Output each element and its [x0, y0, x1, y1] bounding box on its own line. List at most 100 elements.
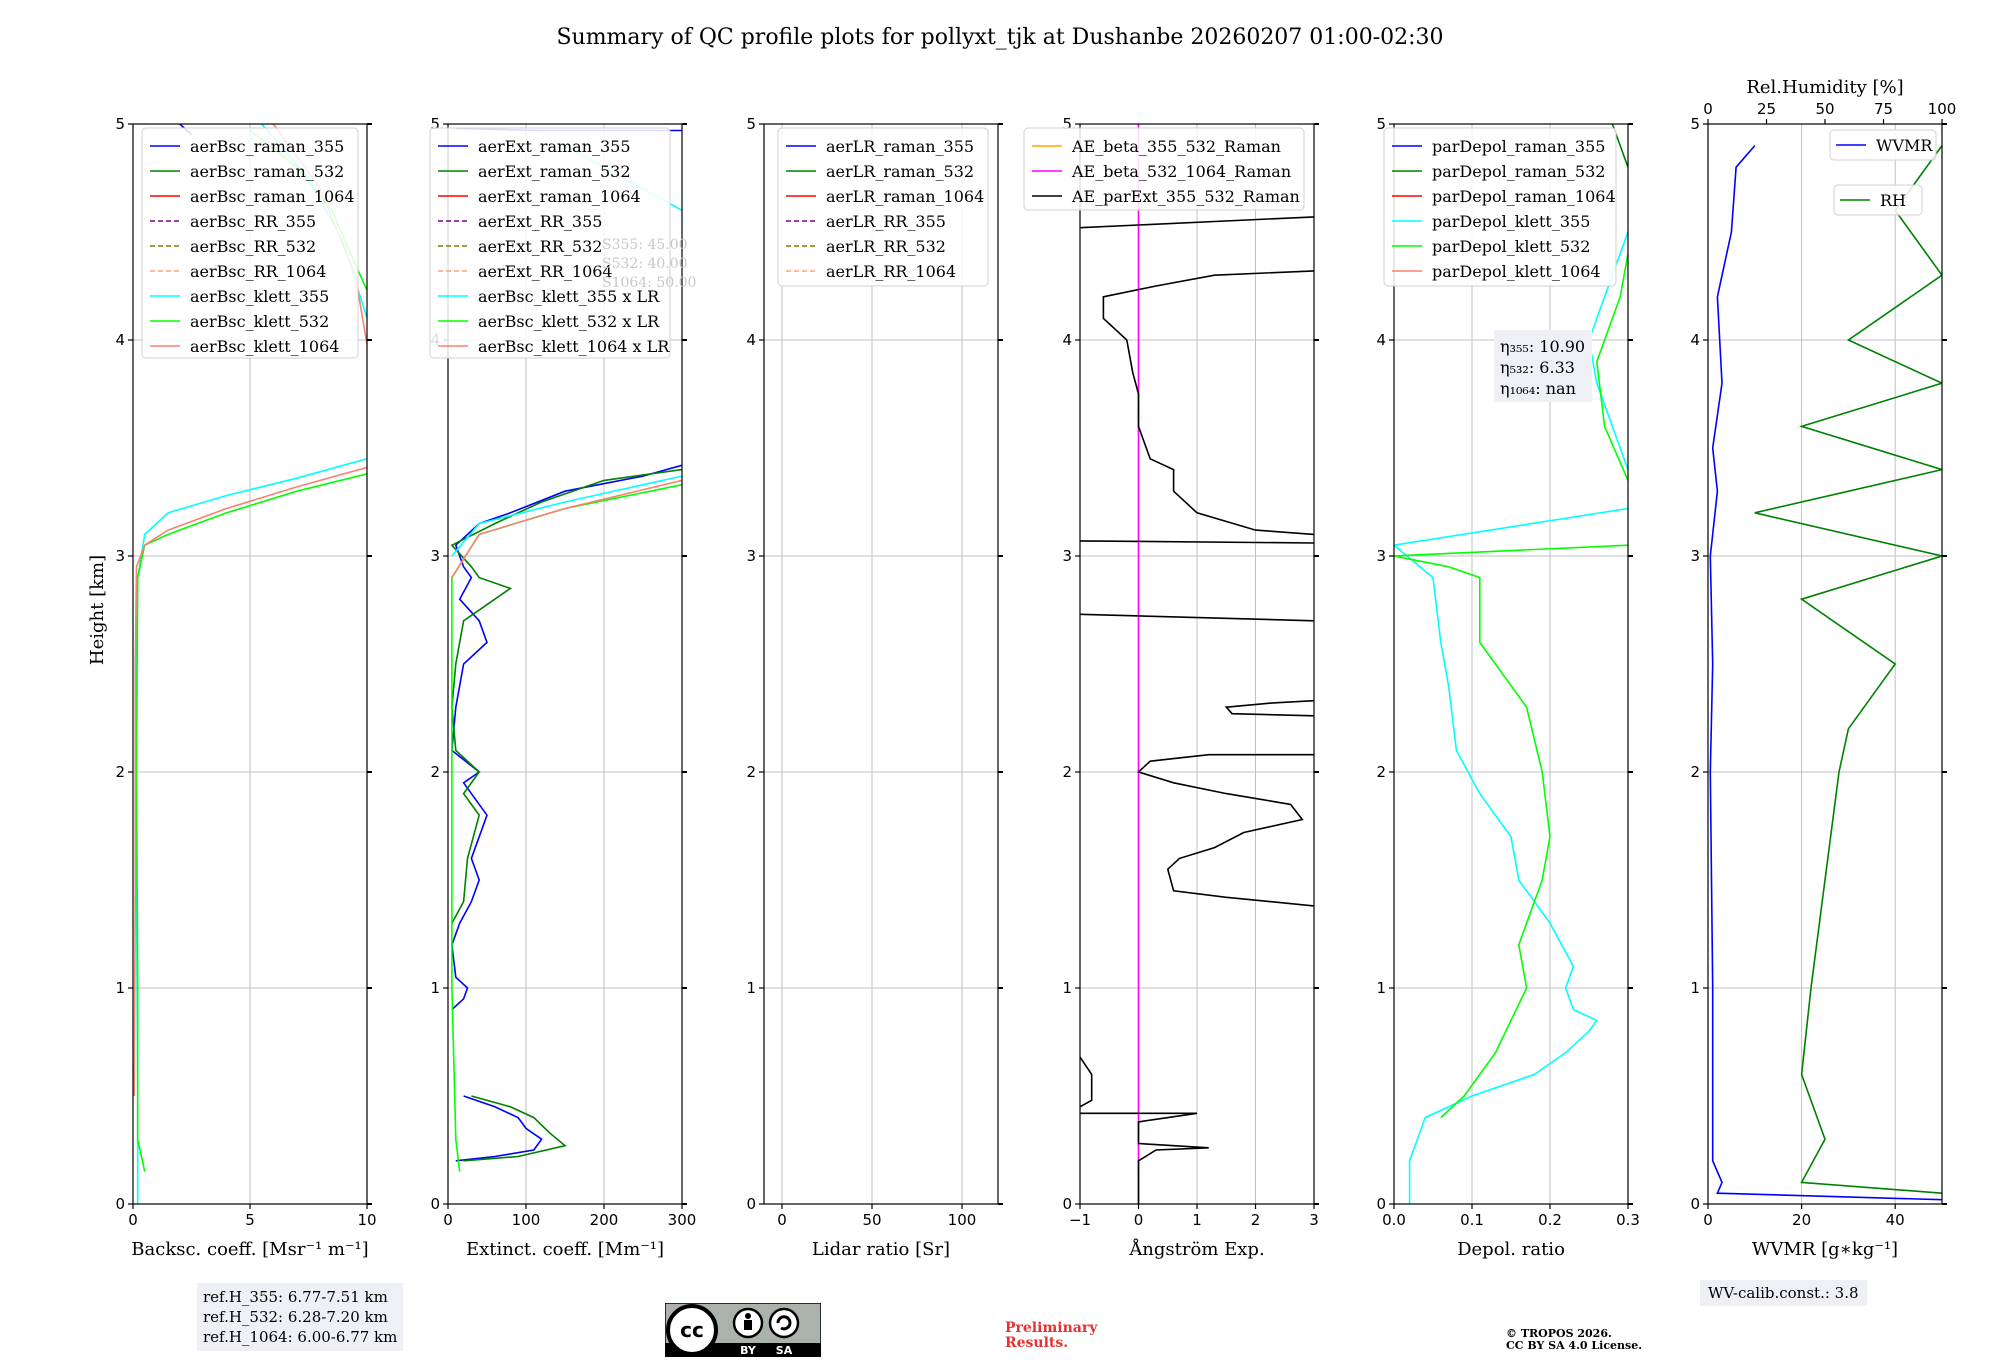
series-line-aerext-raman-532-mid	[450, 468, 682, 924]
series-line-ae-parext-355-532-raman-top	[1080, 216, 1314, 229]
y-tick-label: 3	[1376, 547, 1386, 565]
series-line-aerbsc-klett-1064	[133, 466, 367, 1097]
y-tick-label: 0	[1376, 1195, 1386, 1213]
series-line-aerbsc-klett-1064-x-lr	[451, 479, 682, 579]
legend-entry: aerLR_raman_1064	[826, 187, 984, 206]
x-axis-label: Extinct. coeff. [Mm⁻¹]	[466, 1239, 664, 1260]
lidar-ratio-annotation: S532: 40.00	[602, 256, 688, 272]
x-axis-label: Lidar ratio [Sr]	[812, 1239, 950, 1260]
legend-entry: aerBsc_klett_1064 x LR	[478, 337, 670, 356]
series-line-ae-parext-355-532-raman-mid2	[1224, 699, 1314, 717]
series-line-aerbsc-klett-355-x-lr	[451, 475, 682, 557]
legend-entry: aerExt_raman_532	[478, 162, 631, 181]
eta-value: η₃₅₅: 10.90	[1500, 337, 1585, 356]
x-tick-label: 0	[1703, 1211, 1713, 1229]
legend: aerLR_raman_355 aerLR_raman_532 aerLR_rama…	[777, 127, 989, 287]
x2-tick-label: 75	[1874, 100, 1893, 118]
legend-entry: aerBsc_klett_355	[190, 287, 329, 306]
x2-tick-label: 100	[1928, 100, 1957, 118]
legend-box	[1829, 129, 1937, 161]
legend-box-rh	[1833, 184, 1923, 216]
ref-height-532: ref.H_532: 6.28-7.20 km	[203, 1308, 388, 1326]
legend-entry: aerBsc_RR_1064	[190, 262, 326, 281]
series-line-rh	[1754, 145, 1942, 1194]
y-tick-label: 5	[1376, 115, 1386, 133]
reference-height-box: ref.H_355: 6.77-7.51 km ref.H_532: 6.28-…	[197, 1283, 404, 1351]
x-axis-label: Depol. ratio	[1457, 1239, 1565, 1260]
series-line-wvmr	[1709, 145, 1942, 1201]
legend-entry: aerLR_RR_532	[826, 237, 946, 256]
y-tick-label: 3	[1690, 547, 1700, 565]
series-line-ae-parext-355-532-raman-high	[1102, 270, 1314, 536]
legend-entry: aerBsc_klett_1064	[190, 337, 339, 356]
axes-frame	[1707, 123, 1943, 1205]
x2-tick-label: 25	[1757, 100, 1776, 118]
x-tick-label: 100	[512, 1211, 541, 1229]
x-tick-label: 0.0	[1382, 1211, 1406, 1229]
ref-height-1064: ref.H_1064: 6.00-6.77 km	[203, 1328, 398, 1346]
y-tick-label: 5	[1690, 115, 1700, 133]
y-tick-label: 0	[746, 1195, 756, 1213]
y-tick-label: 4	[746, 331, 756, 349]
series-line-pardepol-klett-532	[1394, 544, 1628, 1119]
series-line-pardepol-klett-532-top	[1595, 253, 1628, 481]
y-tick-label: 3	[1062, 547, 1072, 565]
legend-entry: AE_beta_355_532_Raman	[1071, 137, 1281, 156]
x2-axis-label: Rel.Humidity [%]	[1746, 77, 1903, 98]
x-tick-label: 20	[1792, 1211, 1811, 1229]
y-tick-label: 1	[430, 979, 440, 997]
x-tick-label: 0	[777, 1211, 787, 1229]
x-tick-label: 10	[357, 1211, 376, 1229]
legend-entry: aerBsc_klett_355 x LR	[478, 287, 660, 306]
legend-entry: parDepol_raman_355	[1432, 137, 1605, 156]
legend-box	[1383, 127, 1617, 287]
legend: parDepol_raman_355 parDepol_raman_532 parD…	[1383, 127, 1617, 287]
y-tick-label: 3	[430, 547, 440, 565]
y-tick-label: 0	[115, 1195, 125, 1213]
ref-height-355: ref.H_355: 6.77-7.51 km	[203, 1288, 388, 1306]
series-line-aerext-raman-355-mid	[451, 464, 682, 1011]
y-tick-label: 2	[115, 763, 125, 781]
y-tick-label: 2	[746, 763, 756, 781]
y-tick-label: 5	[746, 115, 756, 133]
legend-entry: aerBsc_RR_355	[190, 212, 316, 231]
preliminary-line-1: Preliminary	[1005, 1320, 1098, 1336]
axes-frame	[447, 123, 683, 1205]
legend-entry: aerExt_RR_532	[478, 237, 602, 256]
y-tick-label: 1	[115, 979, 125, 997]
legend-entry: parDepol_raman_532	[1432, 162, 1605, 181]
eta-value: η₁₀₆₄: nan	[1500, 379, 1576, 398]
y-tick-label: 4	[1376, 331, 1386, 349]
x-tick-label: 40	[1886, 1211, 1905, 1229]
y-tick-label: 3	[115, 547, 125, 565]
x-tick-label: 100	[948, 1211, 977, 1229]
x-tick-label: 0.1	[1460, 1211, 1484, 1229]
legend: WVMR RH	[1829, 129, 1937, 216]
legend-entry: aerBsc_raman_532	[190, 162, 344, 181]
x-tick-label: 300	[668, 1211, 697, 1229]
series-line-aerext-raman-532	[463, 1095, 567, 1162]
series-line-ae-parext-355-532-raman-mid	[1136, 753, 1314, 907]
y-tick-label: 2	[1690, 763, 1700, 781]
legend-entry: WVMR	[1876, 136, 1933, 155]
legend-entry: AE_parExt_355_532_Raman	[1071, 187, 1300, 206]
y-tick-label: 4	[1062, 331, 1072, 349]
series-line-ae-parext-355-532-raman-low	[1080, 1112, 1209, 1204]
legend-entry: aerBsc_klett_532 x LR	[478, 312, 660, 331]
y-tick-label: 5	[1062, 115, 1072, 133]
legend-entry: aerLR_raman_355	[826, 137, 974, 156]
x-tick-label: 50	[862, 1211, 881, 1229]
cc-icon-text: cc	[680, 1318, 704, 1342]
lidar-ratio-annotation: S1064: 50.00	[602, 275, 696, 291]
legend-entry: parDepol_klett_1064	[1432, 262, 1601, 281]
y-tick-label: 0	[1690, 1195, 1700, 1213]
x-axis-label: WVMR [g∗kg⁻¹]	[1752, 1239, 1898, 1260]
legend-entry: RH	[1880, 191, 1906, 210]
series-line-aerbsc-klett-532-x-lr	[451, 483, 682, 1172]
y-tick-label: 0	[1062, 1195, 1072, 1213]
legend-entry: aerExt_raman_355	[478, 137, 631, 156]
legend-entry: aerLR_RR_1064	[826, 262, 956, 281]
x-tick-label: 0.2	[1538, 1211, 1562, 1229]
wv-calibration-box: WV-calib.const.: 3.8	[1700, 1280, 1867, 1306]
